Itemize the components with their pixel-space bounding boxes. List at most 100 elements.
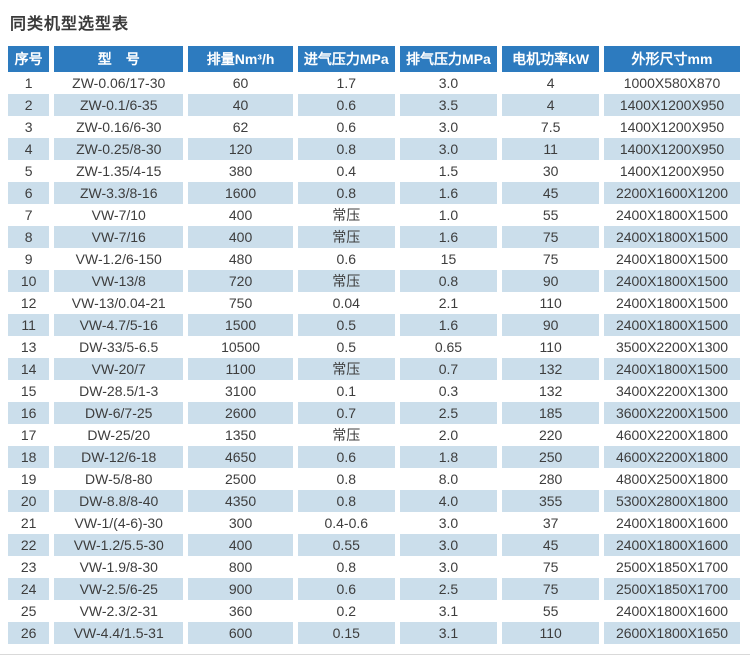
table-row: 16 DW-6/7-25 2600 0.7 2.5 185 3600X2200X1500	[8, 402, 740, 424]
table-cell: 55	[542, 603, 559, 619]
table-cell: 750	[228, 295, 253, 311]
table-cell: 4	[502, 94, 599, 116]
table-cell: 0.6	[336, 251, 356, 267]
table-cell: 280	[538, 471, 563, 487]
table-row: 22 VW-1.2/5.5-30 400 0.55 3.0 45 2400X1800X160…	[8, 534, 740, 556]
table-cell: 0.1	[336, 383, 356, 399]
table-cell: VW-1/(4-6)-30	[74, 515, 163, 531]
table-cell: ZW-3.3/8-16	[54, 182, 184, 204]
table-cell: 120	[188, 138, 293, 160]
table-cell: 3100	[224, 383, 257, 399]
table-cell: 75	[542, 559, 559, 575]
table-cell: 3.1	[438, 603, 459, 619]
table-cell: 1.6	[399, 314, 498, 336]
bottom-divider	[0, 654, 750, 655]
table-row: 15 DW-28.5/1-3 3100 0.1 0.3 132 3400X2200X1300	[8, 380, 740, 402]
table-cell: 900	[188, 578, 293, 600]
table-cell: 1.7	[336, 75, 356, 91]
table-cell: 0.8	[336, 559, 356, 575]
row-number-cell: 5	[24, 163, 33, 179]
table-cell: 3.0	[399, 138, 498, 160]
table-row: 19 DW-5/8-80 2500 0.8 8.0 280 4800X2500X1800	[8, 468, 740, 490]
header-cell-5: 电机功率kW	[502, 46, 599, 72]
table-cell: 2200X1600X1200	[603, 182, 740, 204]
table-cell: 2400X1800X1500	[615, 251, 729, 267]
table-cell: 常压	[297, 358, 395, 380]
table-cell: 4	[546, 75, 555, 91]
table-cell: 2400X1800X1500	[615, 207, 729, 223]
table-cell: 380	[228, 163, 253, 179]
row-number-cell: 7	[24, 207, 33, 223]
table-cell: DW-25/20	[87, 427, 151, 443]
table-cell: ZW-0.25/8-30	[54, 138, 184, 160]
table-cell: 37	[542, 515, 559, 531]
table-cell: 4.0	[399, 490, 498, 512]
table-cell: 400	[188, 226, 293, 248]
table-cell: 1000X580X870	[623, 75, 721, 91]
row-number-cell: 15	[20, 383, 37, 399]
table-cell: 1400X1200X950	[619, 119, 725, 135]
table-cell: 5300X2800X1800	[603, 490, 740, 512]
table-cell: 3400X2200X1300	[615, 383, 729, 399]
table-cell: VW-1.9/8-30	[79, 559, 158, 575]
table-cell: 1600	[188, 182, 293, 204]
table-cell: 常压	[297, 270, 395, 292]
table-row: 9 VW-1.2/6-150 480 0.6 15 75 2400X1800X1500	[8, 248, 740, 270]
table-row: 11 VW-4.7/5-16 1500 0.5 1.6 90 2400X1800X1500	[8, 314, 740, 336]
table-cell: 220	[538, 427, 563, 443]
table-cell: VW-13/8	[54, 270, 184, 292]
table-cell: 0.6	[297, 94, 395, 116]
table-cell: 1400X1200X950	[603, 138, 740, 160]
row-number-cell: 21	[20, 515, 37, 531]
table-cell: 110	[502, 622, 599, 644]
row-number-cell: 4	[8, 138, 50, 160]
table-cell: 3.1	[399, 622, 498, 644]
table-cell: 2400X1800X1600	[603, 534, 740, 556]
table-cell: VW-4.7/5-16	[54, 314, 184, 336]
table-cell: 2.0	[438, 427, 459, 443]
row-number-cell: 13	[20, 339, 37, 355]
row-number-cell: 18	[8, 446, 50, 468]
table-cell: DW-6/7-25	[54, 402, 184, 424]
table-cell: 60	[232, 75, 249, 91]
table-cell: 3.5	[399, 94, 498, 116]
table-row: 20 DW-8.8/8-40 4350 0.8 4.0 355 5300X2800X1800	[8, 490, 740, 512]
table-cell: 45	[502, 182, 599, 204]
header-cell-6: 外形尺寸mm	[603, 46, 740, 72]
table-cell: 600	[188, 622, 293, 644]
table-cell: VW-1.2/6-150	[75, 251, 162, 267]
row-number-cell: 20	[8, 490, 50, 512]
table-cell: 0.8	[297, 138, 395, 160]
table-cell: 1.5	[438, 163, 459, 179]
table-cell: 0.2	[336, 603, 356, 619]
table-cell: 2400X1800X1500	[603, 270, 740, 292]
table-cell: 0.8	[336, 471, 356, 487]
table-cell: 45	[502, 534, 599, 556]
table-row: 23 VW-1.9/8-30 800 0.8 3.0 75 2500X1850X1700	[8, 556, 740, 578]
table-cell: 132	[502, 358, 599, 380]
table-cell: 400	[228, 207, 253, 223]
table-row: 12 VW-13/0.04-21 750 0.04 2.1 110 2400X1800X15…	[8, 292, 740, 314]
table-cell: 132	[538, 383, 563, 399]
row-number-cell: 3	[24, 119, 33, 135]
table-cell: 3500X2200X1300	[615, 339, 729, 355]
table-cell: DW-12/6-18	[54, 446, 184, 468]
table-cell: 3.0	[438, 119, 459, 135]
table-cell: 8.0	[438, 471, 459, 487]
table-row: 25 VW-2.3/2-31 360 0.2 3.1 55 2400X1800X1600	[8, 600, 740, 622]
table-cell: 3.0	[438, 75, 459, 91]
row-number-cell: 2	[8, 94, 50, 116]
table-cell: 1400X1200X950	[603, 94, 740, 116]
table-cell: DW-28.5/1-3	[79, 383, 159, 399]
table-cell: 2600	[188, 402, 293, 424]
table-row: 4 ZW-0.25/8-30 120 0.8 3.0 11 1400X1200X950	[8, 138, 740, 160]
table-row: 18 DW-12/6-18 4650 0.6 1.8 250 4600X2200X1800	[8, 446, 740, 468]
table-cell: 0.7	[297, 402, 395, 424]
table-row: 1 ZW-0.06/17-30 60 1.7 3.0 4 1000X580X870	[8, 72, 740, 94]
table-cell: 0.7	[399, 358, 498, 380]
table-cell: 75	[502, 578, 599, 600]
table-cell: 1.6	[399, 182, 498, 204]
table-cell: 3600X2200X1500	[603, 402, 740, 424]
table-cell: 2.5	[399, 578, 498, 600]
table-cell: 62	[232, 119, 249, 135]
